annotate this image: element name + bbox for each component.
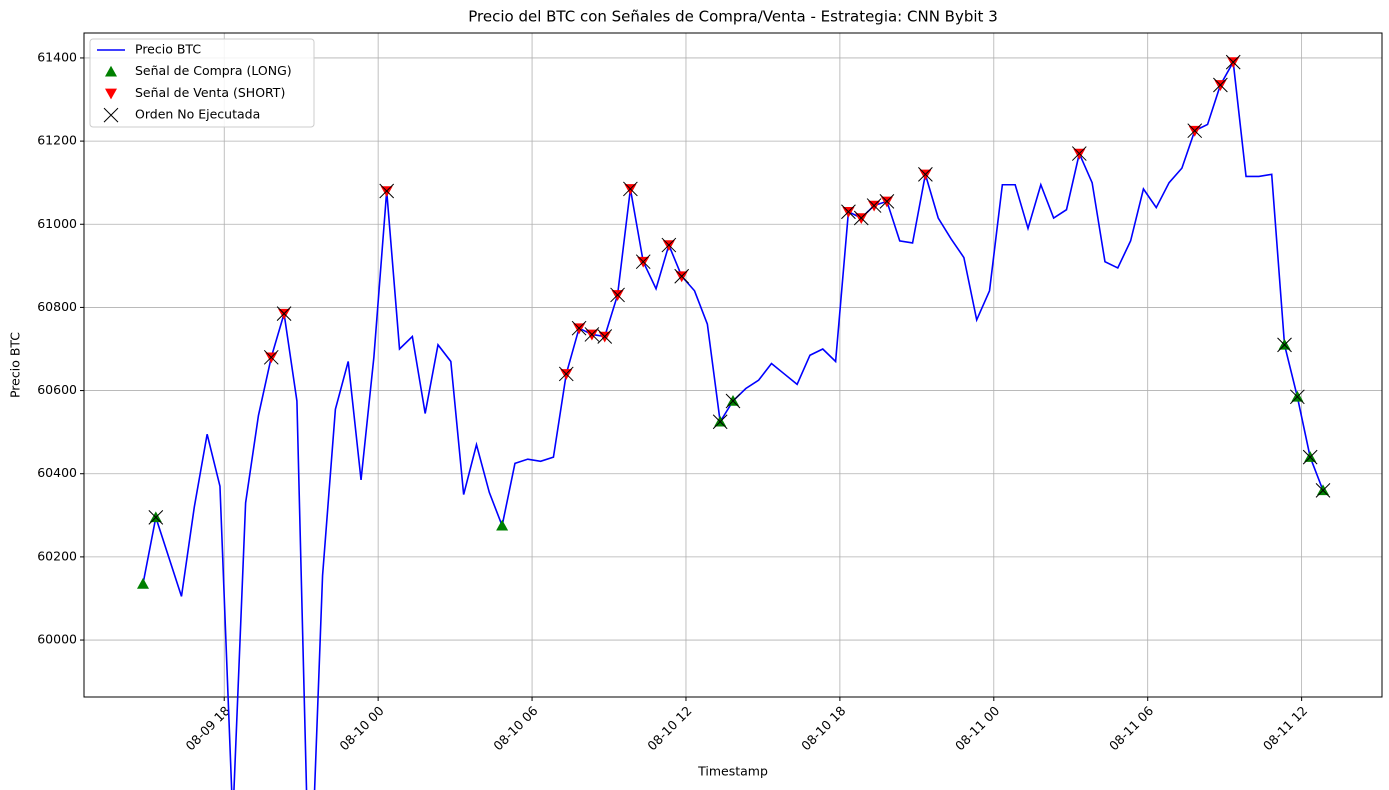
signal-marker bbox=[597, 329, 613, 344]
legend-label: Señal de Venta (SHORT) bbox=[135, 85, 285, 100]
signal-marker bbox=[1289, 389, 1305, 405]
signal-marker bbox=[558, 366, 574, 382]
signal-marker bbox=[853, 210, 869, 226]
signal-marker bbox=[661, 237, 677, 253]
signal-marker bbox=[276, 306, 292, 322]
legend-swatch bbox=[105, 88, 117, 100]
y-tick-label: 60600 bbox=[37, 382, 77, 397]
y-tick-label: 60400 bbox=[37, 465, 77, 480]
y-tick-label: 60800 bbox=[37, 299, 77, 314]
signal-marker bbox=[674, 268, 690, 284]
signal-marker bbox=[1302, 449, 1318, 465]
signal-marker bbox=[610, 287, 625, 303]
legend-swatch bbox=[105, 65, 117, 77]
y-tick-label: 60000 bbox=[37, 632, 77, 647]
signal-marker bbox=[379, 183, 395, 199]
signal-marker bbox=[1187, 123, 1203, 139]
x-axis-label: Timestamp bbox=[697, 764, 768, 779]
legend-label: Orden No Ejecutada bbox=[135, 107, 260, 122]
y-tick-label: 61000 bbox=[37, 216, 77, 231]
plot-frame bbox=[83, 32, 1383, 698]
signal-marker bbox=[623, 181, 638, 197]
signal-marker bbox=[148, 510, 164, 525]
signal-marker bbox=[496, 519, 509, 531]
legend-box bbox=[89, 38, 315, 128]
signal-marker bbox=[571, 320, 587, 336]
legend-label: Señal de Compra (LONG) bbox=[135, 63, 292, 78]
chart-title: Precio del BTC con Señales de Compra/Ven… bbox=[468, 8, 997, 26]
signal-marker bbox=[1315, 483, 1331, 498]
y-axis-label: Precio BTC bbox=[8, 332, 23, 398]
signal-marker bbox=[1213, 77, 1228, 93]
signal-marker bbox=[879, 194, 895, 209]
signal-marker bbox=[1071, 146, 1087, 161]
signal-marker bbox=[1225, 54, 1241, 70]
signal-marker bbox=[712, 414, 728, 430]
legend-label: Precio BTC bbox=[135, 42, 201, 57]
signal-marker bbox=[1277, 337, 1292, 353]
y-tick-label: 60200 bbox=[37, 548, 77, 563]
signal-marker bbox=[584, 327, 600, 342]
signal-marker bbox=[725, 393, 741, 409]
signal-marker bbox=[866, 198, 882, 213]
signal-marker bbox=[635, 254, 651, 270]
legend-swatch bbox=[103, 107, 119, 123]
signal-marker bbox=[137, 577, 149, 589]
signal-marker bbox=[841, 204, 856, 220]
signal-marker bbox=[263, 349, 279, 365]
y-tick-label: 61200 bbox=[37, 133, 77, 148]
signal-marker bbox=[918, 167, 933, 182]
y-tick-label: 61400 bbox=[37, 49, 77, 64]
